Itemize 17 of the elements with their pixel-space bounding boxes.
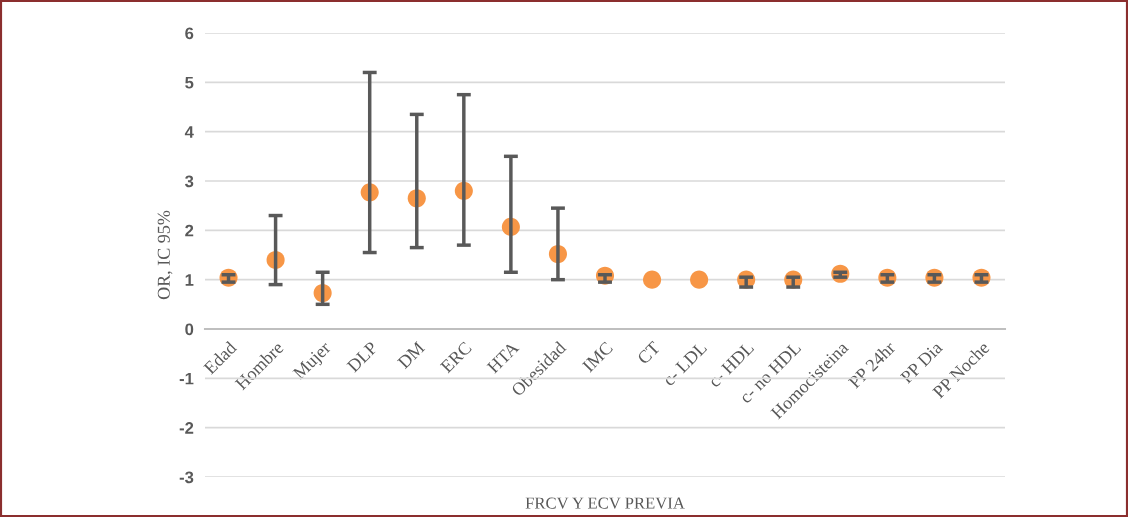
y-tick-label: 5 bbox=[185, 76, 194, 89]
y-axis-title: OR, IC 95% bbox=[157, 210, 173, 300]
point bbox=[643, 270, 662, 289]
y-tick-label: 2 bbox=[185, 224, 194, 237]
y-tick-label: 4 bbox=[184, 126, 194, 138]
y-tick-label: -2 bbox=[179, 422, 194, 434]
point bbox=[690, 270, 709, 289]
x-tick-label: DM bbox=[397, 340, 426, 370]
y-tick-label: 6 bbox=[185, 27, 194, 40]
y-tick-label: 1 bbox=[185, 274, 194, 286]
x-axis-title: FRCV Y ECV PREVIA bbox=[525, 497, 685, 509]
x-tick-label: CT bbox=[636, 340, 661, 365]
x-tick-label: c- LDL bbox=[662, 341, 708, 387]
y-tick-label: -1 bbox=[179, 372, 194, 385]
y-tick-label: 3 bbox=[185, 175, 194, 188]
y-tick-label: 0 bbox=[185, 323, 194, 336]
y-tick-label: -3 bbox=[179, 471, 194, 484]
